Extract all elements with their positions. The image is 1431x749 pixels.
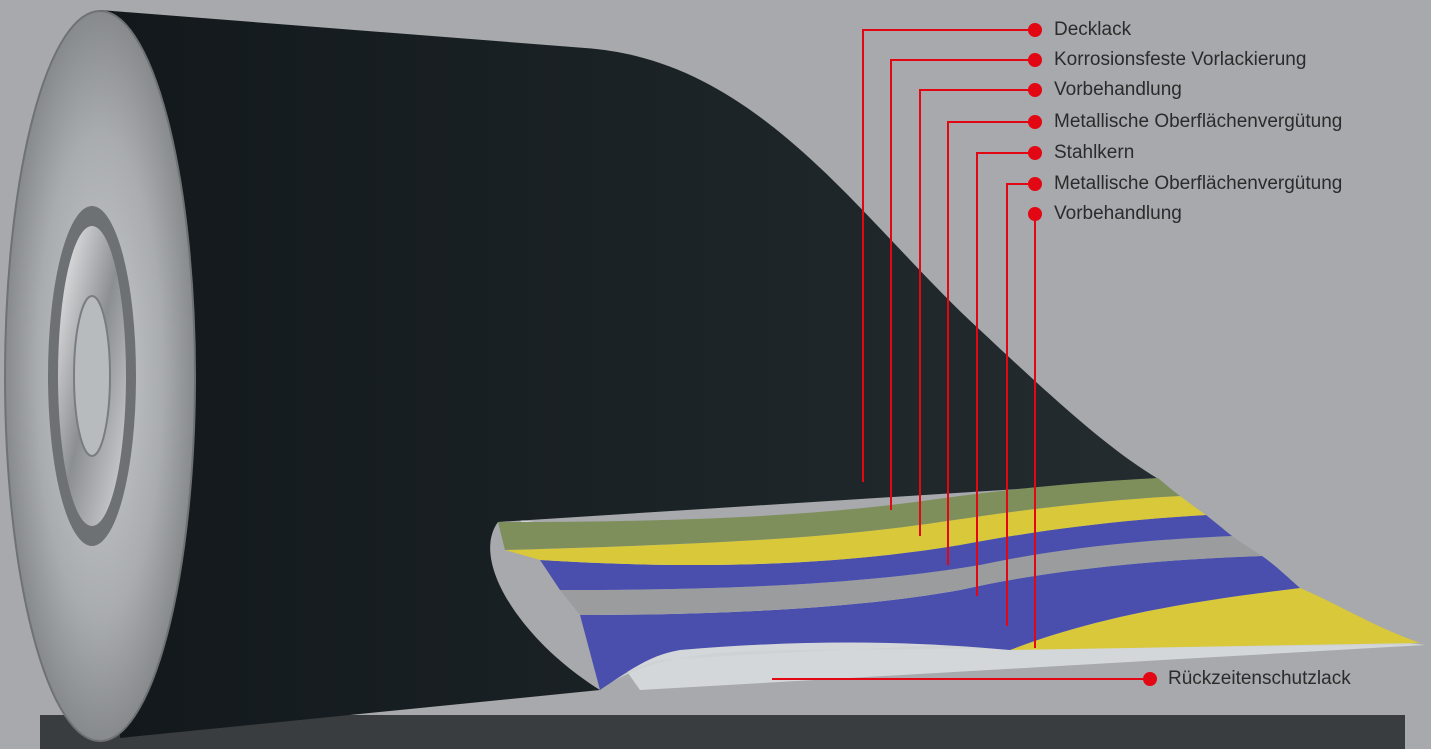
callout-line-decklack — [862, 29, 1035, 482]
callout-dot — [1028, 23, 1042, 37]
label-decklack: Decklack — [1054, 19, 1132, 40]
callout-dot — [1028, 115, 1042, 129]
callout-lines — [772, 29, 1150, 680]
callout-dot — [1028, 207, 1042, 221]
callout-line-vorlackierung — [890, 59, 1035, 510]
layer-grey-core — [560, 536, 1262, 615]
coil-sheet — [100, 10, 1160, 738]
layer-yellow-bottom — [1010, 588, 1420, 650]
label-vorbehandlung-bottom: Vorbehandlung — [1054, 203, 1182, 224]
label-stahlkern: Stahlkern — [1054, 142, 1135, 163]
layer-green-top — [498, 478, 1180, 550]
coil-hub-core — [73, 295, 111, 457]
callout-dot — [1028, 53, 1042, 67]
label-korrosionsfeste-vorlackierung: Korrosionsfeste Vorlackierung — [1054, 49, 1307, 70]
callout-line-stahlkern — [976, 152, 1035, 596]
layer-blue-bottom — [580, 556, 1300, 690]
label-metallische-oberflaechenverguetung-top: Metallische Oberflächenvergütung — [1054, 111, 1343, 132]
callout-dot — [1028, 146, 1042, 160]
layer-yellow-top — [505, 496, 1206, 565]
callout-line-metallisch-bottom — [1006, 183, 1035, 626]
label-vorbehandlung-top: Vorbehandlung — [1054, 79, 1182, 100]
callout-dot — [1143, 672, 1157, 686]
callout-dots — [1028, 23, 1157, 686]
callout-line-metallisch-top — [947, 121, 1035, 565]
coil-face-ring — [4, 10, 196, 742]
layer-blue-top — [540, 515, 1232, 590]
label-metallische-oberflaechenverguetung-bottom: Metallische Oberflächenvergütung — [1054, 173, 1343, 194]
callout-dot — [1028, 83, 1042, 97]
callout-line-vorbehandlung-top — [919, 89, 1035, 536]
label-rueckzeitenschutzlack: Rückzeitenschutzlack — [1168, 668, 1351, 689]
callout-dot — [1028, 177, 1042, 191]
